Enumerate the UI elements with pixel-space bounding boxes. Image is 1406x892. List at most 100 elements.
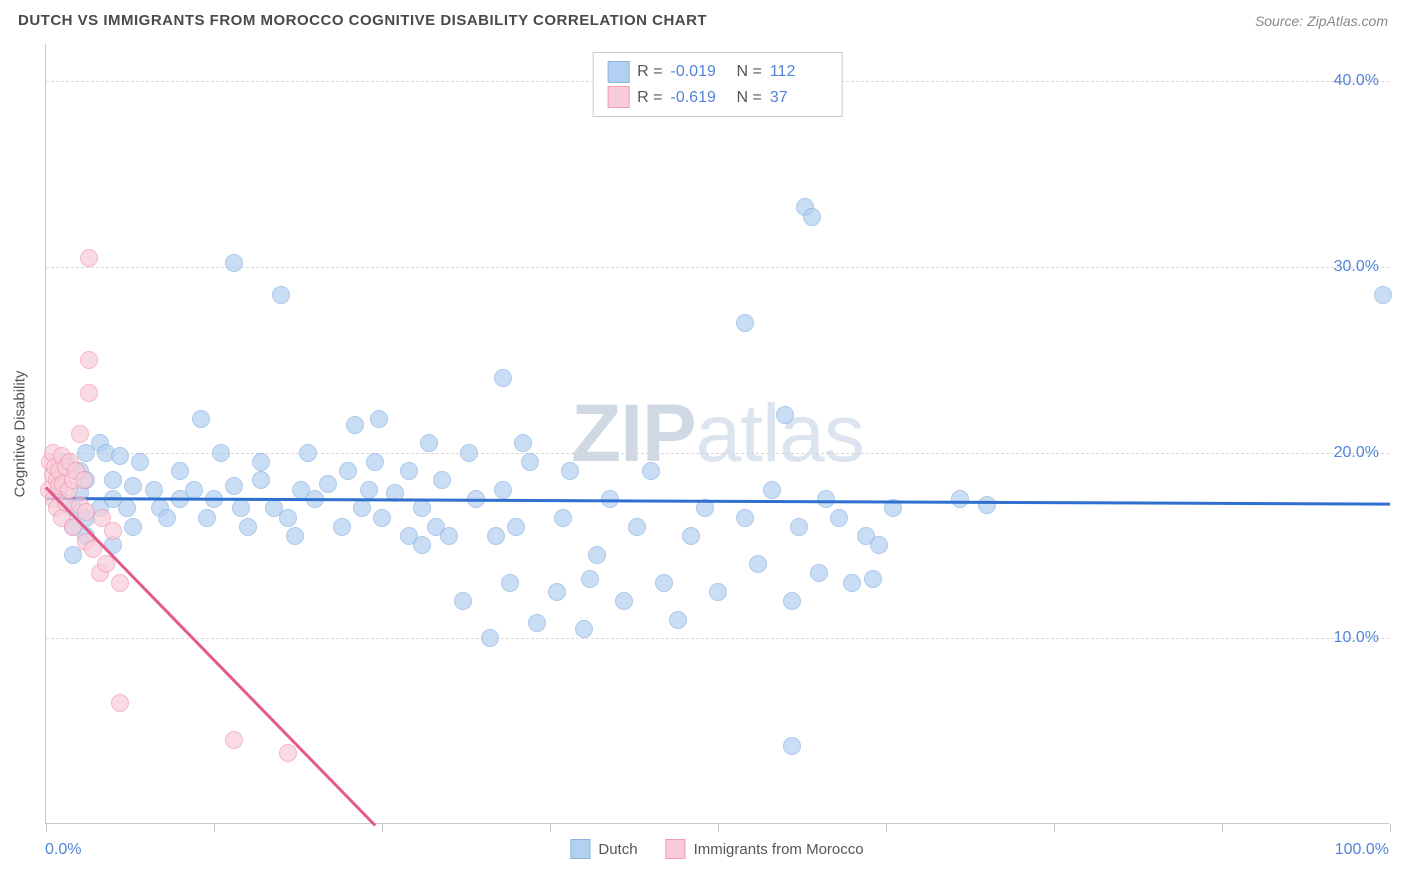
gridline [46, 453, 1389, 454]
x-tick [214, 824, 215, 832]
scatter-point [642, 462, 660, 480]
scatter-point [111, 694, 129, 712]
scatter-point [185, 481, 203, 499]
y-axis-title: Cognitive Disability [12, 371, 29, 498]
scatter-point [1374, 286, 1392, 304]
scatter-point [554, 509, 572, 527]
scatter-point [131, 453, 149, 471]
correlation-legend: R = -0.019 N = 112R = -0.619 N = 37 [592, 52, 843, 117]
scatter-point [118, 499, 136, 517]
legend-row: R = -0.619 N = 37 [607, 85, 828, 111]
scatter-point [588, 546, 606, 564]
scatter-point [575, 620, 593, 638]
scatter-point [239, 518, 257, 536]
scatter-point [628, 518, 646, 536]
scatter-point [225, 477, 243, 495]
scatter-point [71, 425, 89, 443]
title-bar: DUTCH VS IMMIGRANTS FROM MOROCCO COGNITI… [18, 12, 1388, 29]
scatter-point [420, 434, 438, 452]
y-tick-label: 10.0% [1334, 629, 1379, 647]
scatter-point [776, 406, 794, 424]
scatter-point [763, 481, 781, 499]
legend-n-value: 112 [770, 59, 828, 85]
scatter-point [951, 490, 969, 508]
legend-r-label: R = [637, 85, 662, 111]
scatter-point [319, 475, 337, 493]
scatter-point [454, 592, 472, 610]
x-tick [1054, 824, 1055, 832]
scatter-point [978, 496, 996, 514]
scatter-point [507, 518, 525, 536]
scatter-point [521, 453, 539, 471]
legend-swatch [570, 839, 590, 859]
legend-n-label: N = [737, 85, 762, 111]
chart-title: DUTCH VS IMMIGRANTS FROM MOROCCO COGNITI… [18, 12, 707, 29]
x-tick [46, 824, 47, 832]
scatter-point [124, 518, 142, 536]
scatter-point [286, 527, 304, 545]
x-tick [886, 824, 887, 832]
legend-swatch [666, 839, 686, 859]
legend-n-label: N = [737, 59, 762, 85]
scatter-point [870, 536, 888, 554]
x-tick [550, 824, 551, 832]
scatter-point [494, 481, 512, 499]
scatter-point [124, 477, 142, 495]
gridline [46, 638, 1389, 639]
legend-label: Immigrants from Morocco [694, 841, 864, 858]
legend-item: Immigrants from Morocco [666, 839, 864, 859]
watermark-zip: ZIP [571, 388, 696, 479]
legend-r-value: -0.619 [671, 85, 729, 111]
legend-swatch [607, 86, 629, 108]
scatter-point [669, 611, 687, 629]
scatter-point [413, 536, 431, 554]
scatter-point [843, 574, 861, 592]
watermark: ZIPatlas [571, 387, 864, 481]
legend-item: Dutch [570, 839, 637, 859]
scatter-point [80, 384, 98, 402]
scatter-point [339, 462, 357, 480]
scatter-point [413, 499, 431, 517]
legend-label: Dutch [598, 841, 637, 858]
scatter-point [145, 481, 163, 499]
scatter-point [682, 527, 700, 545]
scatter-point [581, 570, 599, 588]
scatter-point [225, 254, 243, 272]
scatter-point [272, 286, 290, 304]
scatter-point [615, 592, 633, 610]
scatter-point [225, 731, 243, 749]
scatter-point [830, 509, 848, 527]
scatter-point [171, 462, 189, 480]
x-tick [1222, 824, 1223, 832]
scatter-point [158, 509, 176, 527]
x-tick [718, 824, 719, 832]
scatter-point [360, 481, 378, 499]
scatter-point [104, 471, 122, 489]
scatter-point [252, 471, 270, 489]
scatter-point [548, 583, 566, 601]
scatter-point [803, 208, 821, 226]
scatter-point [373, 509, 391, 527]
scatter-point [655, 574, 673, 592]
scatter-point [111, 574, 129, 592]
scatter-point [487, 527, 505, 545]
scatter-point [232, 499, 250, 517]
gridline [46, 267, 1389, 268]
scatter-point [80, 249, 98, 267]
scatter-point [501, 574, 519, 592]
legend-r-value: -0.019 [671, 59, 729, 85]
scatter-point [279, 509, 297, 527]
scatter-point [561, 462, 579, 480]
scatter-point [736, 509, 754, 527]
scatter-point [817, 490, 835, 508]
scatter-point [400, 462, 418, 480]
scatter-point [864, 570, 882, 588]
series-legend: Dutch Immigrants from Morocco [570, 839, 863, 859]
legend-n-value: 37 [770, 85, 828, 111]
scatter-point [783, 737, 801, 755]
source-attribution: Source: ZipAtlas.com [1255, 13, 1388, 29]
plot-area: ZIPatlas R = -0.019 N = 112R = -0.619 N = 37 1… [45, 44, 1389, 824]
scatter-point [514, 434, 532, 452]
x-tick [382, 824, 383, 832]
scatter-point [75, 471, 93, 489]
